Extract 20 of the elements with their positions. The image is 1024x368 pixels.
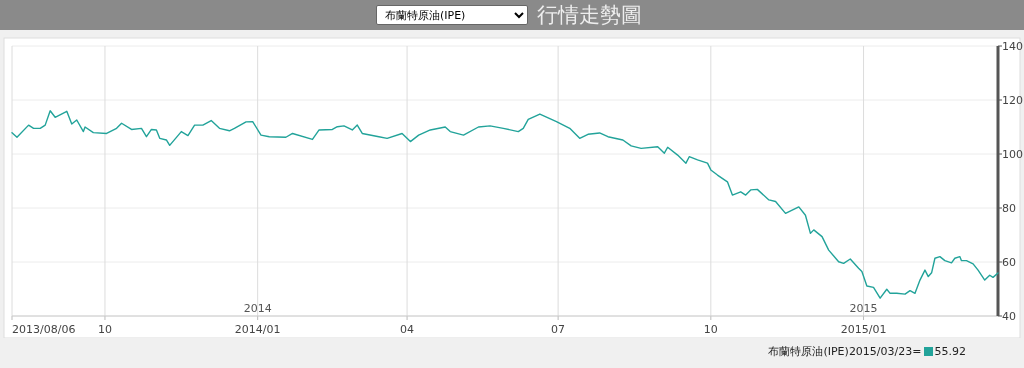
y-tick-label: 60 — [1002, 256, 1016, 269]
x2-tick-label: 2015 — [849, 302, 878, 315]
series-select: 布蘭特原油(IPE) — [376, 5, 528, 25]
y-tick-label: 40 — [1002, 310, 1016, 323]
line-series — [11, 110, 999, 299]
y-tick-label: 100 — [1002, 148, 1023, 161]
y-tick-label: 80 — [1002, 202, 1016, 215]
x2-tick-label: 2014 — [243, 302, 272, 315]
y-tick-label: 140 — [1002, 40, 1023, 53]
x-tick-label: 2015/01 — [840, 323, 887, 336]
x-tick-label: 04 — [400, 323, 415, 336]
x-tick-label: 07 — [551, 323, 566, 336]
x-tick-label: 2014/01 — [234, 323, 281, 336]
x-tick-label: 2013/08/06 — [12, 323, 76, 336]
legend-label: 布蘭特原油(IPE) — [768, 345, 849, 358]
legend: 布蘭特原油(IPE)2015/03/23= 55.92 — [768, 344, 966, 359]
chart-title: 行情走勢圖 — [537, 2, 642, 29]
y-tick-label: 120 — [1002, 94, 1023, 107]
x-tick-label: 10 — [703, 323, 718, 336]
x-tick-label: 10 — [97, 323, 112, 336]
